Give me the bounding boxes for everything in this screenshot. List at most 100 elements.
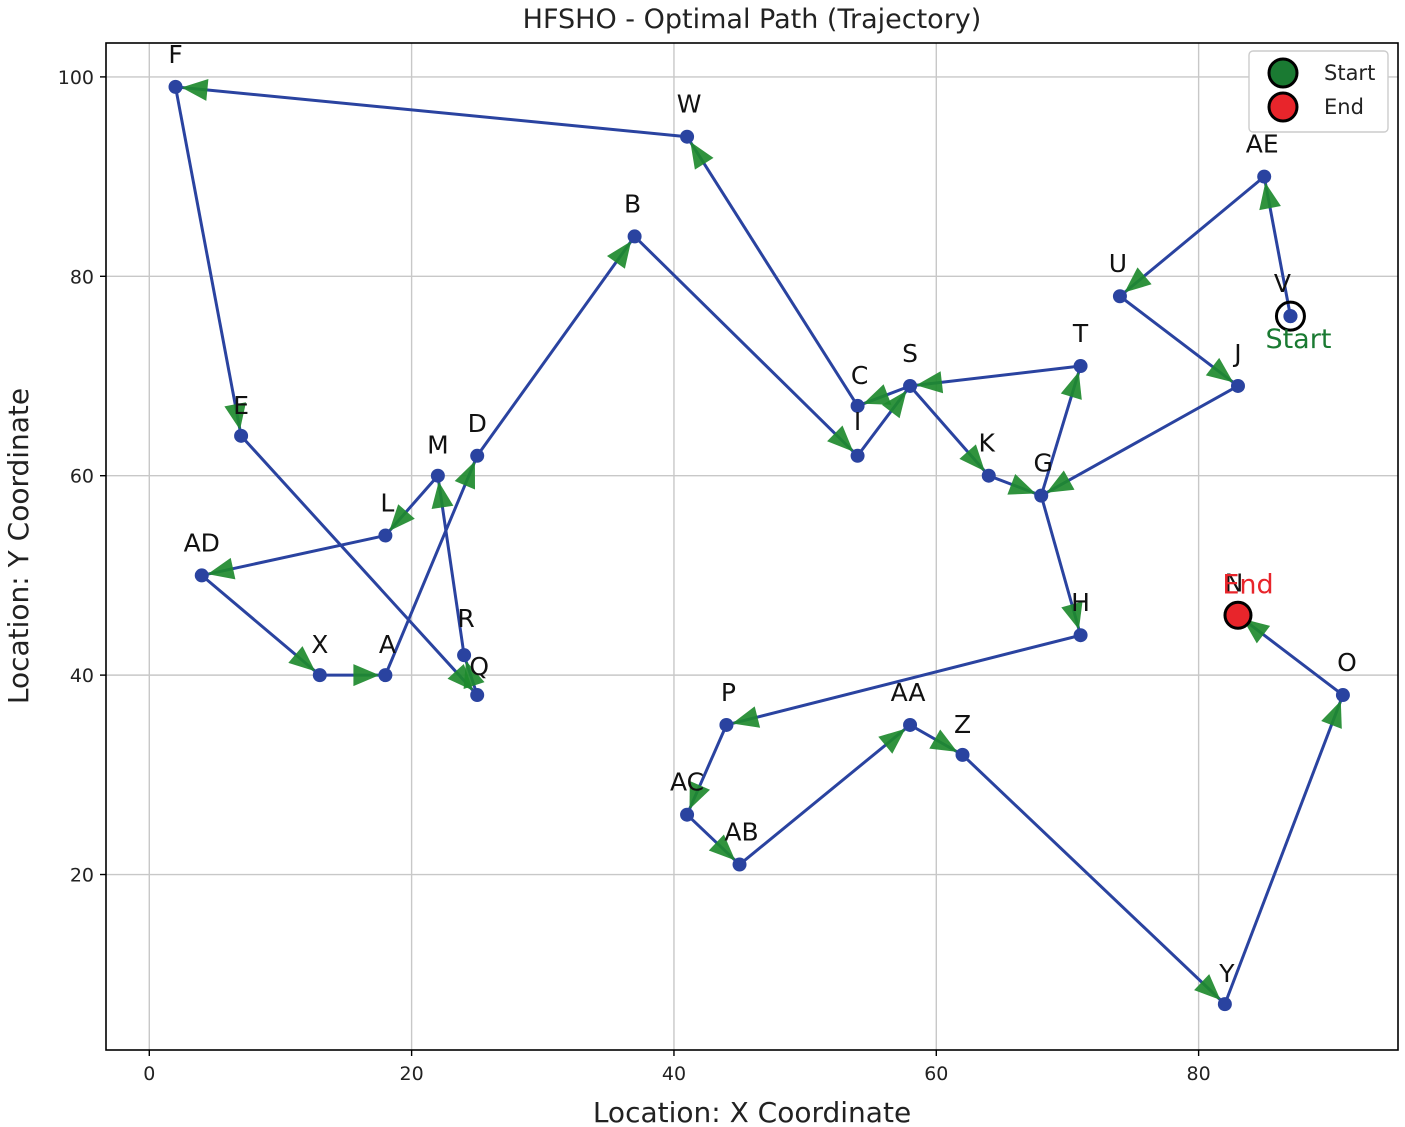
- direction-arrow: [690, 141, 714, 170]
- waypoint-label-ac: AC: [670, 768, 704, 797]
- legend-start-marker: [1267, 57, 1299, 89]
- direction-arrow: [1194, 974, 1221, 1000]
- waypoint-label-d: D: [468, 409, 487, 438]
- waypoint-r: [457, 648, 472, 663]
- direction-arrow: [863, 384, 892, 405]
- legend-end-marker: [1267, 91, 1299, 123]
- x-tick-label: 80: [1187, 1063, 1211, 1085]
- y-tick-label: 40: [70, 665, 94, 687]
- waypoint-h: [1073, 628, 1088, 643]
- waypoint-y: [1217, 997, 1232, 1012]
- path-segment: [239, 434, 479, 697]
- x-tick-label: 20: [400, 1063, 424, 1085]
- path-segment: [1223, 694, 1345, 1005]
- waypoint-p: [719, 717, 734, 732]
- waypoint-label-ab: AB: [724, 818, 758, 847]
- waypoint-label-p: P: [721, 678, 736, 707]
- chart-title: HFSHO - Optimal Path (Trajectory): [523, 4, 982, 35]
- direction-arrow: [607, 241, 632, 269]
- direction-arrow: [224, 402, 246, 430]
- marker-layer: [1223, 300, 1306, 630]
- waypoint-g: [1034, 488, 1049, 503]
- direction-arrow: [207, 557, 236, 580]
- path-segment: [738, 723, 912, 866]
- waypoint-ad: [194, 568, 209, 583]
- waypoint-label-g: G: [1034, 449, 1053, 478]
- direction-arrow: [181, 79, 209, 101]
- waypoint-c: [850, 398, 865, 413]
- end-marker: [1223, 600, 1253, 630]
- waypoint-label-ae: AE: [1246, 130, 1279, 159]
- waypoint-ac: [680, 807, 695, 822]
- direction-arrow: [916, 371, 944, 394]
- tick-layer: 0 20 40 60 80 20 40 60 80 100: [58, 67, 1211, 1085]
- arrow-layer: [181, 79, 1342, 1000]
- direction-arrow: [288, 646, 316, 672]
- waypoint-j: [1230, 378, 1245, 393]
- direction-arrow: [1124, 267, 1152, 293]
- legend: Start End: [1248, 50, 1389, 133]
- y-tick-label: 60: [70, 466, 94, 488]
- waypoint-label-o: O: [1337, 648, 1357, 677]
- waypoint-x: [312, 668, 327, 683]
- waypoint-label-y: Y: [1218, 959, 1235, 988]
- waypoint-label-e: E: [233, 391, 249, 420]
- waypoint-label-n: N: [1225, 568, 1244, 597]
- waypoint-label-v: V: [1274, 269, 1291, 298]
- direction-arrow: [389, 504, 415, 531]
- direction-arrow: [882, 390, 907, 419]
- direction-arrow: [1242, 618, 1271, 644]
- waypoint-label-b: B: [624, 189, 641, 218]
- legend-end-label: End: [1324, 95, 1364, 119]
- waypoint-t: [1073, 359, 1088, 374]
- direction-arrow: [1061, 601, 1083, 630]
- waypoint-label-u: U: [1109, 249, 1127, 278]
- path-segment: [633, 235, 859, 457]
- direction-arrow: [708, 834, 736, 861]
- end-label: End: [1222, 569, 1273, 600]
- waypoint-aa: [903, 717, 918, 732]
- waypoint-ae: [1257, 169, 1272, 184]
- legend-start-label: Start: [1324, 61, 1375, 85]
- waypoint-u: [1112, 289, 1127, 304]
- direction-arrow: [959, 444, 985, 472]
- direction-arrow: [732, 706, 761, 728]
- y-tick-label: 80: [70, 266, 94, 288]
- waypoint-label-h: H: [1071, 588, 1090, 617]
- path-segment: [961, 753, 1226, 1006]
- waypoint-label-z: Z: [954, 710, 971, 739]
- waypoint-label-x: X: [311, 630, 328, 659]
- direction-arrow: [454, 461, 475, 490]
- waypoint-label-c: C: [851, 361, 868, 390]
- waypoint-f: [168, 79, 183, 94]
- x-tick-label: 0: [143, 1063, 155, 1085]
- waypoint-label-f: F: [168, 40, 182, 69]
- direction-arrow: [1007, 474, 1036, 495]
- direction-arrow: [827, 425, 854, 452]
- path-segment: [475, 235, 636, 457]
- x-tick-label: 60: [924, 1063, 948, 1085]
- waypoint-label-a: A: [379, 630, 396, 659]
- waypoint-label-w: W: [677, 90, 702, 119]
- waypoint-label-aa: AA: [891, 678, 926, 707]
- path-segment: [685, 135, 859, 407]
- direction-arrow: [929, 729, 958, 752]
- direction-arrow: [689, 781, 710, 810]
- path-segment: [175, 85, 688, 139]
- path-segment: [726, 633, 1081, 727]
- path-segment: [384, 455, 479, 676]
- waypoint-k: [981, 468, 996, 483]
- waypoint-q: [470, 688, 485, 703]
- x-axis-label: Location: X Coordinate: [593, 1096, 911, 1127]
- direction-arrow: [431, 481, 454, 509]
- waypoint-w: [680, 129, 695, 144]
- direction-arrow: [1259, 182, 1281, 211]
- waypoint-label-k: K: [979, 429, 996, 458]
- direction-arrow: [463, 660, 485, 689]
- waypoint-label-j: J: [1232, 339, 1241, 368]
- plot-frame: [105, 42, 1399, 1051]
- waypoint-label-ad: AD: [184, 528, 220, 557]
